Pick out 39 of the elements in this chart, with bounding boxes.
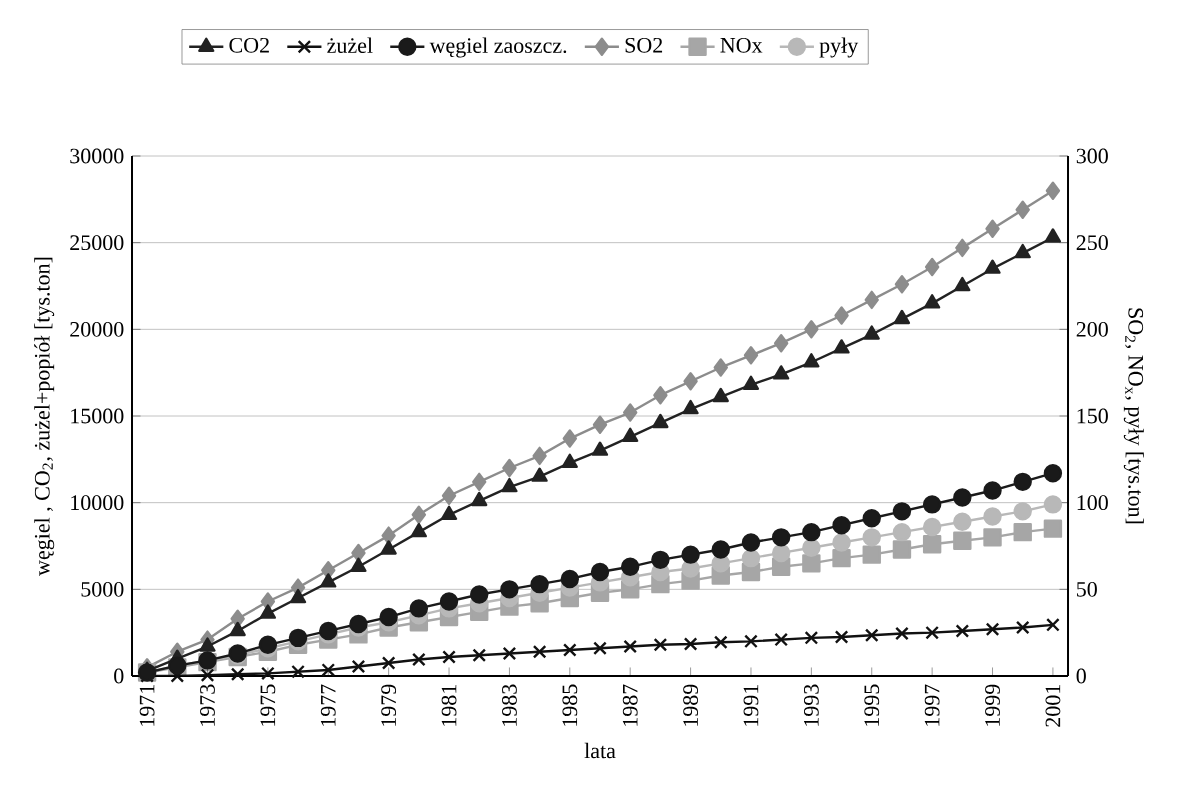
legend-label: CO2	[229, 37, 269, 53]
x-tick-label: 1995	[864, 684, 880, 726]
y2-tick-label: 200	[1076, 321, 1108, 337]
x-axis-title: lata	[584, 742, 616, 759]
y-tick-label: 30000	[70, 148, 124, 164]
x-tick-label: 1991	[743, 685, 759, 726]
x-tick-label: 2001	[1045, 685, 1061, 727]
x-tick-label: 1985	[562, 684, 578, 726]
x-tick-label: 1977	[320, 684, 336, 726]
y2-axis-title: SO$_{2}$, NO$_{x}$, pyły [tys.ton]	[1123, 308, 1144, 524]
y2-tick-label: 250	[1076, 235, 1108, 251]
x-tick-label: 1987	[622, 684, 638, 726]
legend-label: węgiel zaoszcz.	[429, 37, 567, 58]
y-tick-label: 15000	[71, 408, 124, 424]
y2-tick-label: 300	[1076, 148, 1108, 164]
y2-tick-label: 50	[1077, 581, 1097, 597]
x-tick-label: 1975	[260, 684, 276, 726]
legend-label: żużel	[327, 37, 373, 53]
y-tick-label: 10000	[71, 495, 124, 511]
y2-tick-label: 0	[1076, 668, 1086, 684]
x-tick-label: 1983	[502, 684, 517, 726]
y-tick-label: 20000	[70, 321, 124, 337]
legend-label: NOx	[720, 37, 763, 53]
legend-label: pyły	[819, 37, 859, 58]
y-tick-label: 5000	[81, 581, 124, 597]
x-tick-label: 1981	[441, 685, 457, 726]
x-tick-label: 1999	[985, 684, 1000, 726]
x-tick-label: 1997	[924, 684, 940, 726]
y2-tick-label: 150	[1077, 408, 1108, 424]
legend-label: SO2	[625, 37, 663, 53]
y-axis-title: węgiel , CO$_{2}$, żużel+popiół [tys.ton]	[34, 257, 55, 576]
y2-tick-label: 100	[1077, 495, 1108, 511]
y-tick-label: 25000	[70, 235, 124, 251]
x-tick-label: 1979	[381, 684, 397, 726]
x-tick-label: 1971	[139, 685, 155, 726]
x-tick-label: 1973	[200, 684, 215, 726]
x-tick-label: 1989	[683, 684, 699, 726]
y-tick-label: 0	[114, 668, 124, 684]
x-tick-label: 1993	[803, 684, 819, 726]
